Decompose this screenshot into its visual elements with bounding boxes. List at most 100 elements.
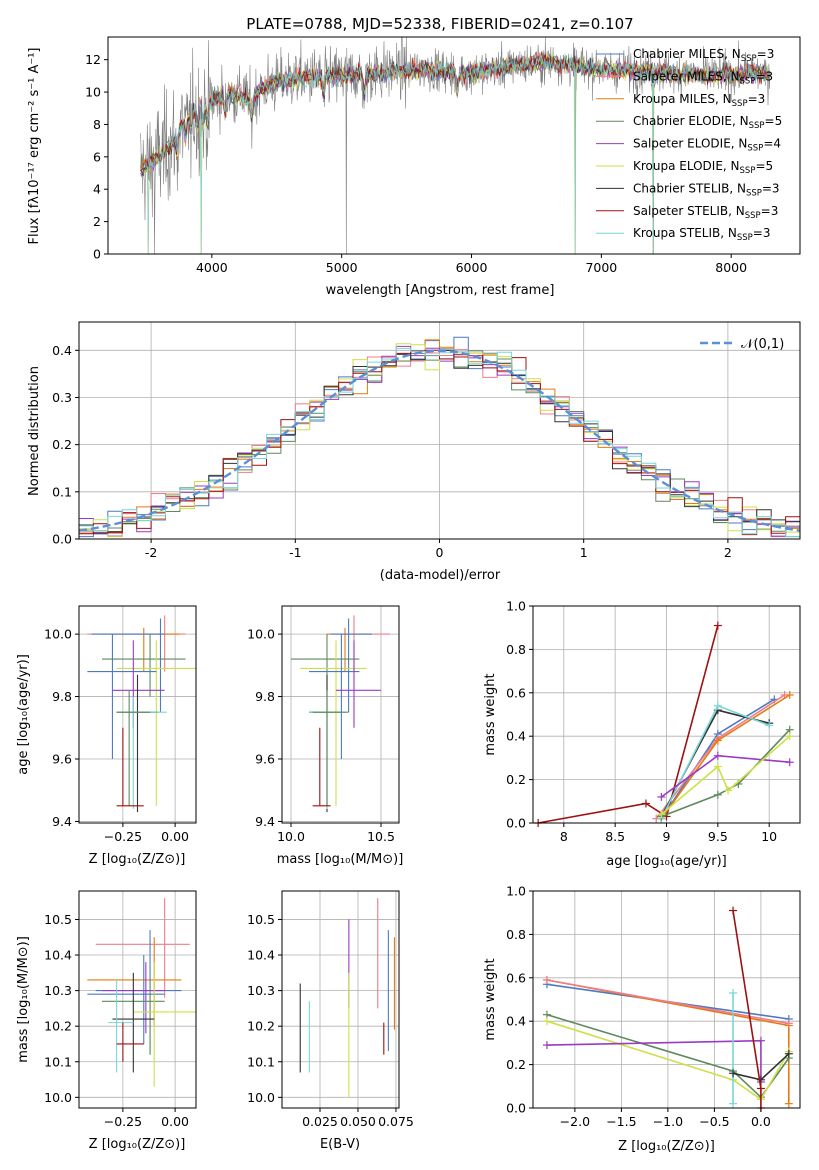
y-tick-label: 0 [93, 247, 101, 262]
histogram-step [79, 347, 800, 538]
y-axis-label: Normed distribution [27, 366, 42, 496]
x-tick-label: 10.5 [367, 829, 395, 844]
legend-label: Salpeter MILES, NSSP=3 [633, 69, 773, 86]
y-tick-label: 9.4 [52, 814, 72, 829]
grid-layer [79, 322, 800, 1109]
spectrum-model-line [140, 53, 771, 255]
y-tick-label: 10.3 [247, 983, 275, 998]
y-tick-label: 9.6 [52, 751, 72, 766]
y-tick-label: 0.6 [506, 685, 526, 700]
mass-weight-line [537, 625, 719, 824]
histogram-step [79, 339, 800, 533]
axes-frame [281, 605, 400, 824]
x-tick-label: 8 [560, 829, 568, 844]
y-tick-label: 10.2 [247, 1019, 275, 1034]
y-tick-label: 10.0 [247, 627, 275, 642]
x-axis-label: Z [log₁₀(Z/Z⊙)] [89, 852, 186, 867]
mass-weight-line [660, 735, 791, 815]
y-tick-label: 0.0 [506, 816, 526, 831]
mass-weight-line [660, 704, 770, 820]
y-tick-label: 0.3 [52, 390, 72, 405]
x-tick-label: 0.025 [302, 1114, 338, 1129]
y-tick-label: 10.4 [247, 948, 275, 963]
y-tick-label: 0.8 [506, 642, 526, 657]
y-tick-label: 10.0 [247, 1090, 275, 1105]
histogram-step [79, 343, 800, 538]
x-tick-label: -2 [145, 545, 157, 560]
y-tick-label: 0.4 [52, 343, 72, 358]
legend-label: Kroupa STELIB, NSSP=3 [633, 226, 771, 243]
y-tick-label: 9.8 [255, 689, 275, 704]
mass-weight-line [546, 979, 789, 1025]
x-tick-label: 8000 [715, 260, 747, 275]
x-tick-label: 1 [580, 545, 588, 560]
y-tick-label: 6 [93, 149, 101, 164]
x-tick-label: 0 [436, 545, 444, 560]
y-tick-label: 9.6 [255, 751, 275, 766]
axes-frame [107, 36, 801, 255]
x-tick-label: 0.075 [378, 1114, 414, 1129]
x-axis-label: age [log₁₀(age/yr)] [606, 854, 727, 869]
x-tick-label: 10.0 [277, 829, 305, 844]
y-tick-label: 0.8 [506, 927, 526, 942]
y-axis-label: mass [log₁₀(M/M⊙)] [16, 936, 31, 1063]
x-axis-label: Z [log₁₀(Z/Z⊙)] [618, 1139, 715, 1154]
x-axis-label: Z [log₁₀(Z/Z⊙)] [89, 1137, 186, 1152]
y-tick-label: 10.2 [44, 1019, 72, 1034]
legend-label: Chabrier ELODIE, NSSP=5 [633, 114, 782, 131]
y-tick-label: 1.0 [506, 599, 526, 614]
y-tick-label: 0.0 [52, 532, 72, 547]
y-tick-label: 10.0 [44, 1090, 72, 1105]
y-tick-label: 8 [93, 117, 101, 132]
x-tick-label: 2 [724, 545, 732, 560]
legend-label: Chabrier STELIB, NSSP=3 [633, 181, 780, 198]
y-tick-label: 0.2 [506, 1057, 526, 1072]
y-tick-label: 9.4 [255, 814, 275, 829]
x-tick-label: 8.5 [605, 829, 625, 844]
y-tick-label: 10.3 [44, 983, 72, 998]
y-tick-label: 10.1 [247, 1054, 275, 1069]
y-tick-label: 0.1 [52, 484, 72, 499]
mass-weight-line [546, 1020, 790, 1101]
axes-frame [78, 605, 197, 824]
y-axis-label: mass weight [483, 958, 498, 1040]
y-tick-label: 10.5 [247, 912, 275, 927]
x-axis-label: (data-model)/error [380, 568, 501, 583]
x-tick-label: 7000 [585, 260, 617, 275]
figure-title: PLATE=0788, MJD=52338, FIBERID=0241, z=0… [246, 15, 633, 33]
x-tick-label: −2.0 [560, 1114, 590, 1129]
y-tick-label: 10.1 [44, 1054, 72, 1069]
axes-frame [78, 890, 197, 1109]
y-tick-label: 0.6 [506, 970, 526, 985]
y-tick-label: 10.0 [44, 627, 72, 642]
x-tick-label: −1.5 [606, 1114, 636, 1129]
y-tick-label: 0.2 [52, 437, 72, 452]
x-tick-label: 10 [761, 829, 777, 844]
legend-label: Salpeter STELIB, NSSP=3 [633, 204, 778, 221]
legend-label: Salpeter ELODIE, NSSP=4 [633, 137, 781, 154]
x-tick-label: 9.5 [708, 829, 728, 844]
x-tick-label: 6000 [456, 260, 488, 275]
y-tick-label: 9.8 [52, 689, 72, 704]
y-axis-label: Flux [fλ10⁻¹⁷ erg cm⁻² s⁻¹ A⁻¹] [27, 48, 42, 245]
legend-label: Kroupa MILES, NSSP=3 [633, 92, 765, 109]
x-tick-label: −0.5 [699, 1114, 729, 1129]
x-tick-label: −1.0 [653, 1114, 683, 1129]
mass-weight-line [661, 729, 791, 818]
x-tick-label: 9 [663, 829, 671, 844]
y-tick-label: 10 [85, 85, 101, 100]
x-tick-label: 4000 [196, 260, 228, 275]
data-layer [78, 36, 801, 1112]
axes-frame [532, 890, 801, 1109]
x-tick-label: −0.25 [104, 829, 142, 844]
y-tick-label: 2 [93, 214, 101, 229]
y-axis-label: mass weight [483, 673, 498, 755]
axes-frame [281, 890, 400, 1109]
x-tick-label: −0.25 [104, 1114, 142, 1129]
y-tick-label: 1.0 [506, 884, 526, 899]
x-tick-label: 0.00 [161, 829, 189, 844]
legend-label: Chabrier MILES, NSSP=3 [633, 47, 774, 64]
x-tick-label: 0.050 [340, 1114, 376, 1129]
